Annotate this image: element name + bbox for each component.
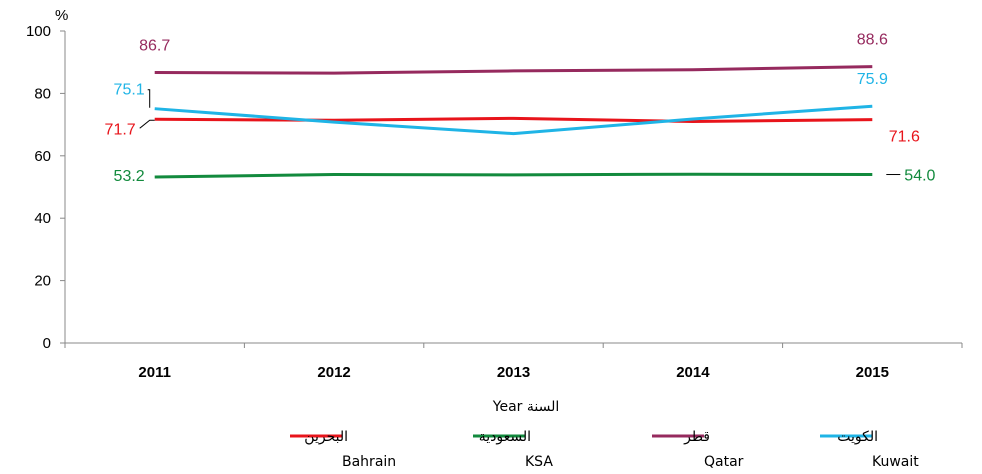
label-leader-line [139,119,155,129]
x-tick-label: 2014 [676,364,710,381]
y-tick-label: 60 [34,148,51,165]
data-label-ksa: 53.2 [114,168,145,185]
y-tick-label: 20 [34,273,51,290]
y-tick-label: 80 [34,85,51,102]
series-line-kuwait [154,104,873,136]
data-labels: 86.7 88.6 75.1 75.9 71.7 71.6 53.2 54.0 [105,32,936,185]
legend-label-english: Qatar [704,454,744,470]
legend-label-arabic: قطر [683,429,710,445]
legend-label-arabic: السعودية [479,429,531,445]
y-tick-label: 100 [26,23,51,40]
legend-item-kuwait: الكويت Kuwait [820,429,919,470]
x-tick-label: 2011 [138,364,171,381]
legend-item-ksa: السعودية KSA [473,429,553,470]
legend-label-arabic: البحرين [304,429,348,445]
x-tick-label: 2015 [856,364,889,381]
data-label-kuwait: 75.9 [857,71,888,88]
series-line-ksa [154,172,873,179]
data-label-qatar: 88.6 [857,32,888,49]
y-tick-label: 0 [43,335,51,352]
series-line-qatar [154,65,873,75]
data-label-qatar: 86.7 [139,37,170,54]
label-leader-line [147,89,151,108]
legend-item-qatar: قطر Qatar [652,429,744,470]
x-tick-label: 2012 [317,364,350,381]
legend: البحرين Bahrain السعودية KSA قطر Qatar الكويت K… [290,429,919,470]
legend-label-english: Kuwait [872,454,919,470]
series-lines [154,65,873,179]
legend-label-english: Bahrain [342,454,396,470]
legend-label-english: KSA [525,454,553,470]
x-tick-label: 2013 [497,364,530,381]
data-label-bahrain: 71.7 [105,121,136,138]
x-axis-title: السنة Year [492,399,559,415]
axes: 0 20 40 60 80 100 2011 2012 2013 2014 2015 [26,23,963,381]
legend-label-arabic: الكويت [837,429,878,445]
y-tick-label: 40 [34,210,51,227]
data-label-kuwait: 75.1 [114,82,145,99]
y-axis-unit-label: % [55,7,68,24]
series-line-bahrain [154,116,873,123]
data-label-ksa: 54.0 [904,168,935,185]
data-label-bahrain: 71.6 [889,129,920,146]
legend-item-bahrain: البحرين Bahrain [290,429,396,470]
